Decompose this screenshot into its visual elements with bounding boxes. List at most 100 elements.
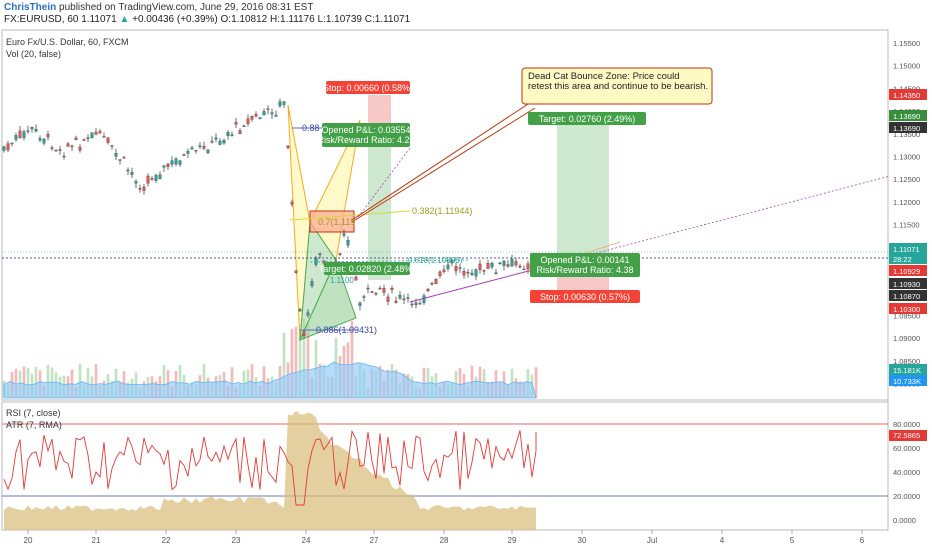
rsi-line bbox=[3, 430, 537, 506]
candle-body bbox=[462, 271, 466, 276]
price-label-box bbox=[889, 253, 927, 264]
candle-body bbox=[126, 169, 130, 172]
candle-body bbox=[94, 131, 98, 135]
short-pl-label: Opened P&L: 0.03554 bbox=[321, 125, 410, 135]
candle-body bbox=[166, 163, 170, 167]
candle-body bbox=[466, 271, 470, 274]
time-tick: 28 bbox=[440, 536, 449, 545]
candle-body bbox=[98, 131, 102, 134]
candle-body bbox=[246, 118, 250, 124]
candle-body bbox=[162, 165, 166, 168]
candle-body bbox=[238, 130, 242, 134]
price-label: 10.733K bbox=[893, 377, 921, 386]
candle-body bbox=[438, 271, 442, 276]
candle-body bbox=[398, 294, 402, 299]
candle-body bbox=[302, 331, 306, 336]
price-label: 1.10929 bbox=[893, 267, 920, 276]
price-label: 1.13690 bbox=[893, 112, 920, 121]
symbol-label[interactable]: FX:EURUSD, 60 bbox=[4, 14, 79, 25]
candle-body bbox=[482, 269, 486, 272]
long-stop-label: Stop: 0.00630 (0.57%) bbox=[540, 292, 630, 302]
rsi-tick: 0.0000 bbox=[893, 516, 916, 525]
time-tick: 30 bbox=[578, 536, 587, 545]
candle-body bbox=[358, 302, 362, 306]
fib-886-label: 0.886(1.09431) bbox=[316, 325, 377, 335]
candle-body bbox=[458, 267, 462, 269]
candle-body bbox=[526, 263, 530, 270]
candle-body bbox=[470, 272, 474, 275]
rsi-tick: 60.0000 bbox=[893, 444, 920, 453]
price-label-box bbox=[889, 89, 927, 100]
purple-dotted-trend-1 bbox=[355, 147, 411, 221]
candle-body bbox=[6, 143, 10, 151]
fib-small-label: 0.7(1.119 bbox=[318, 217, 355, 227]
candle-body bbox=[250, 116, 254, 120]
long-target-zone[interactable] bbox=[557, 118, 609, 258]
rsi-axis[interactable]: 80.0000 60.0000 40.0000 20.0000 0.0000 72.586… bbox=[889, 420, 927, 525]
volume-bar bbox=[534, 367, 538, 398]
author-link[interactable]: ChrisThein bbox=[4, 2, 57, 13]
candle-body bbox=[14, 135, 18, 140]
short-pl-badge[interactable] bbox=[322, 123, 410, 147]
published-text: published on TradingView.com, June 29, 2… bbox=[59, 2, 314, 13]
candle-body bbox=[82, 139, 86, 141]
candle-body bbox=[114, 153, 118, 157]
volume-bar bbox=[302, 318, 306, 398]
candle-body bbox=[182, 154, 186, 156]
fib-382-label: 0.382(1.11944) bbox=[412, 206, 472, 216]
candle-body bbox=[62, 155, 66, 158]
short-target-zone[interactable] bbox=[368, 140, 391, 280]
volume-bar bbox=[202, 363, 206, 398]
price-tick: 1.12000 bbox=[893, 198, 920, 207]
candle-body bbox=[194, 149, 198, 152]
price-tick: 1.13000 bbox=[893, 153, 920, 162]
candle-body bbox=[426, 289, 430, 292]
main-pane-title: Euro Fx/U.S. Dollar, 60, FXCM bbox=[6, 37, 129, 47]
purple-dotted-trend-2 bbox=[409, 175, 891, 303]
long-target-badge[interactable] bbox=[528, 112, 646, 125]
callout-box[interactable] bbox=[521, 67, 713, 105]
callout-pointer-1 bbox=[351, 103, 529, 221]
bat-pattern-lower-mid[interactable] bbox=[299, 220, 337, 341]
atr-indicator-label[interactable]: ATR (7, RMA) bbox=[6, 420, 62, 430]
rsi-indicator-label[interactable]: RSI (7, close) bbox=[6, 408, 61, 418]
candle-body bbox=[146, 175, 150, 184]
candle-body bbox=[274, 114, 278, 117]
time-axis[interactable]: 20 21 22 23 24 27 28 29 30 Jul 4 5 6 bbox=[24, 530, 865, 545]
volume-indicator-label[interactable]: Vol (20, false) bbox=[6, 49, 62, 59]
long-pl-badge[interactable] bbox=[530, 253, 640, 277]
candle-body bbox=[106, 137, 110, 143]
candle-body bbox=[134, 181, 138, 184]
short-target-badge[interactable] bbox=[324, 262, 410, 275]
short-target-label: Target: 0.02820 (2.48%) bbox=[319, 264, 416, 274]
candle-body bbox=[318, 253, 322, 255]
candle-body bbox=[422, 295, 426, 303]
callout-text-2: retest this area and continue to be bear… bbox=[528, 81, 708, 92]
candle-body bbox=[170, 160, 174, 165]
price-tick: 1.13500 bbox=[893, 130, 920, 139]
candle-body bbox=[474, 269, 478, 277]
candle-body bbox=[434, 278, 438, 284]
candle-body bbox=[118, 159, 122, 161]
long-stop-badge[interactable] bbox=[530, 290, 640, 303]
candle-body bbox=[190, 147, 194, 150]
candle-body bbox=[306, 312, 310, 316]
candle-body bbox=[66, 143, 70, 147]
price-label-box bbox=[889, 303, 927, 314]
candle-body bbox=[366, 287, 370, 290]
candle-body bbox=[186, 151, 190, 154]
volume-ma-area bbox=[3, 361, 537, 399]
price-label: 1.10930 bbox=[893, 280, 920, 289]
volume-bar bbox=[178, 365, 182, 398]
candle-body bbox=[122, 157, 126, 159]
short-stop-badge[interactable] bbox=[326, 81, 410, 94]
price-tick: 1.15000 bbox=[893, 62, 920, 71]
candle-body bbox=[502, 260, 506, 266]
candle-body bbox=[262, 111, 266, 116]
candle-body bbox=[362, 296, 366, 298]
candle-body bbox=[102, 136, 106, 138]
candle-body bbox=[22, 131, 26, 138]
candle-body bbox=[214, 137, 218, 140]
candle-body bbox=[370, 291, 374, 293]
